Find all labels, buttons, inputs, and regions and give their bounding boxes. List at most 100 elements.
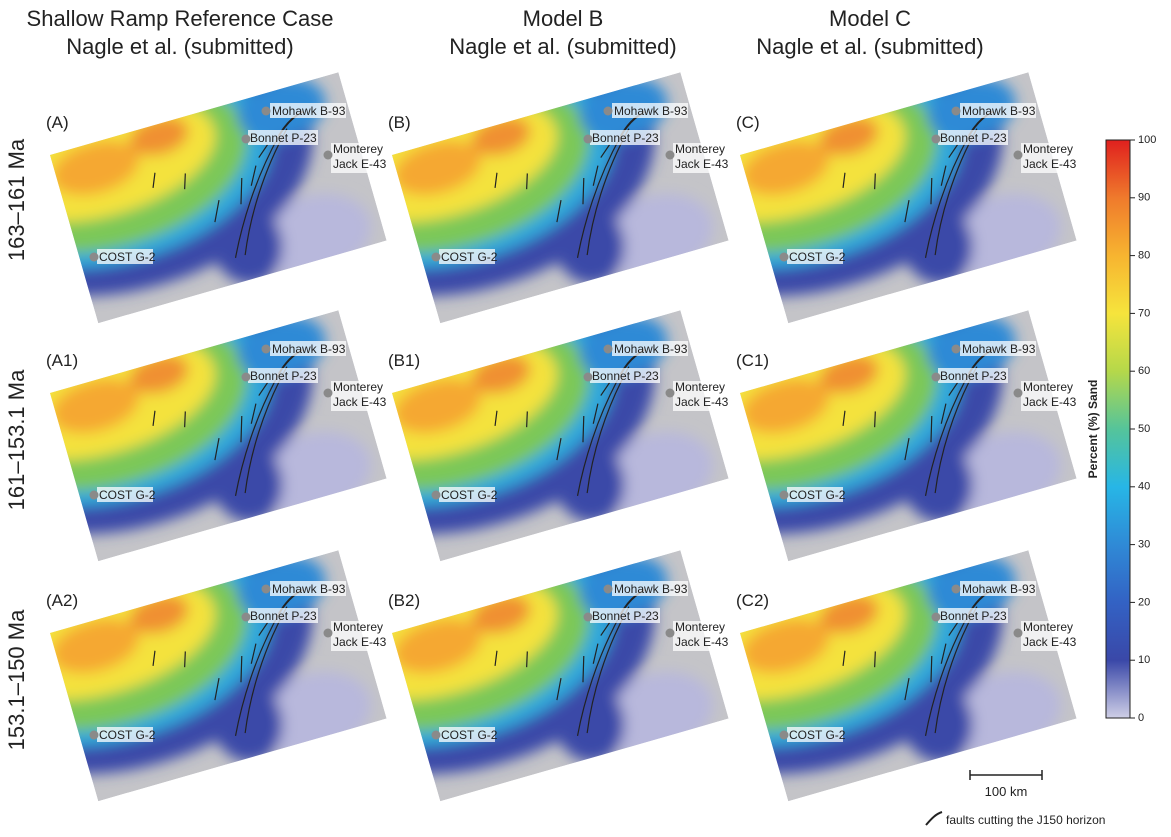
legend-label: faults cutting the J150 horizon: [946, 813, 1105, 827]
well-marker: [780, 491, 789, 500]
well-label: COST G-2: [99, 488, 156, 502]
well-marker: [90, 491, 99, 500]
well-marker: [780, 253, 789, 262]
fault-symbol: [926, 812, 942, 825]
well-marker: [262, 585, 271, 594]
colorbar-tick-label: 100: [1138, 134, 1156, 146]
well-marker: [1014, 151, 1023, 160]
well-marker: [90, 731, 99, 740]
colorbar-tick-label: 0: [1138, 712, 1144, 724]
panel-label: (B): [388, 113, 411, 132]
well-label: Monterey: [333, 380, 383, 394]
well-label: Jack E-43: [333, 157, 387, 171]
well-marker: [952, 345, 961, 354]
well-label: COST G-2: [99, 250, 156, 264]
well-label: Bonnet P-23: [940, 131, 1007, 145]
well-label: Mohawk B-93: [272, 104, 346, 118]
well-label: COST G-2: [789, 488, 846, 502]
colorbar-tick-label: 60: [1138, 365, 1150, 377]
colorbar-tick-label: 30: [1138, 539, 1150, 551]
well-label: Monterey: [333, 620, 383, 634]
scale-bar-label: 100 km: [985, 784, 1028, 799]
well-label: Bonnet P-23: [592, 369, 659, 383]
column-title: Nagle et al. (submitted): [756, 34, 983, 59]
panel-label: (C2): [736, 591, 769, 610]
well-label: Bonnet P-23: [592, 609, 659, 623]
well-label: Monterey: [333, 142, 383, 156]
row-label: 153.1–150 Ma: [4, 609, 29, 750]
well-label: Mohawk B-93: [614, 342, 688, 356]
page: Shallow Ramp Reference CaseNagle et al. …: [0, 0, 1171, 837]
well-marker: [432, 731, 441, 740]
panel-label: (A2): [46, 591, 78, 610]
well-label: Bonnet P-23: [592, 131, 659, 145]
well-marker: [324, 151, 333, 160]
well-label: Monterey: [1023, 142, 1073, 156]
colorbar-tick-label: 80: [1138, 250, 1150, 262]
well-marker: [952, 107, 961, 116]
well-marker: [262, 345, 271, 354]
well-label: COST G-2: [789, 728, 846, 742]
well-label: Mohawk B-93: [962, 582, 1036, 596]
well-label: Mohawk B-93: [614, 582, 688, 596]
colorbar-tick-label: 70: [1138, 307, 1150, 319]
well-marker: [952, 585, 961, 594]
well-label: COST G-2: [441, 250, 498, 264]
column-title: Model B: [523, 6, 604, 31]
well-marker: [780, 731, 789, 740]
well-label: Monterey: [675, 380, 725, 394]
well-marker: [604, 107, 613, 116]
well-label: Monterey: [675, 142, 725, 156]
column-title: Model C: [829, 6, 911, 31]
colorbar-label: Percent (%) Sand: [1086, 380, 1100, 479]
well-marker: [604, 345, 613, 354]
colorbar-tick-label: 90: [1138, 192, 1150, 204]
well-label: COST G-2: [99, 728, 156, 742]
well-label: Mohawk B-93: [272, 342, 346, 356]
colorbar-tick-label: 20: [1138, 596, 1150, 608]
well-label: Mohawk B-93: [962, 104, 1036, 118]
row-label: 161–153.1 Ma: [4, 369, 29, 510]
well-label: COST G-2: [441, 728, 498, 742]
well-marker: [432, 491, 441, 500]
well-label: Jack E-43: [333, 635, 387, 649]
colorbar-tick-label: 50: [1138, 423, 1150, 435]
well-marker: [1014, 629, 1023, 638]
well-label: Bonnet P-23: [250, 609, 317, 623]
well-label: Mohawk B-93: [272, 582, 346, 596]
well-marker: [324, 629, 333, 638]
well-marker: [604, 585, 613, 594]
well-label: COST G-2: [441, 488, 498, 502]
well-marker: [666, 151, 675, 160]
panel-label: (A): [46, 113, 69, 132]
well-label: Bonnet P-23: [940, 609, 1007, 623]
row-label: 163–161 Ma: [4, 138, 29, 261]
scale-bar: [970, 770, 1042, 780]
figure: Shallow Ramp Reference CaseNagle et al. …: [0, 0, 1171, 832]
well-label: Mohawk B-93: [614, 104, 688, 118]
well-marker: [324, 389, 333, 398]
well-label: Jack E-43: [1023, 635, 1077, 649]
panel-label: (B2): [388, 591, 420, 610]
panel-label: (A1): [46, 351, 78, 370]
well-label: Jack E-43: [675, 635, 729, 649]
well-label: Jack E-43: [675, 157, 729, 171]
well-marker: [432, 253, 441, 262]
panel-label: (C1): [736, 351, 769, 370]
well-label: Monterey: [1023, 620, 1073, 634]
panel-label: (C): [736, 113, 760, 132]
column-title: Nagle et al. (submitted): [449, 34, 676, 59]
well-label: Bonnet P-23: [250, 131, 317, 145]
colorbar-tick-label: 10: [1138, 654, 1150, 666]
well-label: Jack E-43: [1023, 395, 1077, 409]
well-label: Mohawk B-93: [962, 342, 1036, 356]
well-label: Monterey: [1023, 380, 1073, 394]
well-label: Bonnet P-23: [250, 369, 317, 383]
well-marker: [262, 107, 271, 116]
well-label: Bonnet P-23: [940, 369, 1007, 383]
well-label: Jack E-43: [1023, 157, 1077, 171]
well-marker: [666, 389, 675, 398]
colorbar-tick-label: 40: [1138, 481, 1150, 493]
well-label: COST G-2: [789, 250, 846, 264]
well-marker: [1014, 389, 1023, 398]
